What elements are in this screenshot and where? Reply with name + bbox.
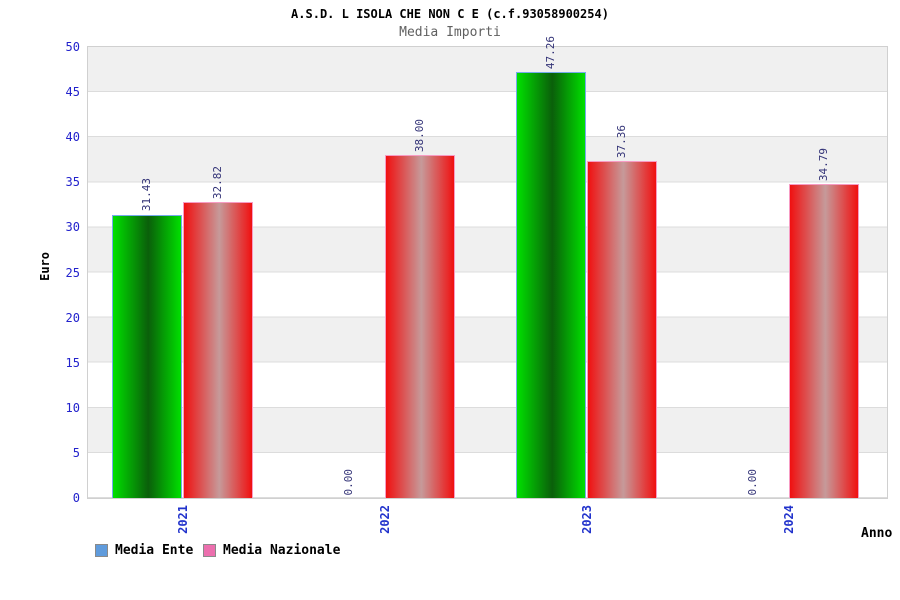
ytick-label-0: 0 bbox=[72, 491, 80, 505]
value-label-media-nazionale-2022: 38.00 bbox=[413, 119, 426, 153]
value-label-media-ente-2023: 47.26 bbox=[544, 35, 557, 69]
bar-media-nazionale-2022 bbox=[385, 155, 455, 498]
ytick-label-25: 25 bbox=[65, 265, 80, 280]
xtick-label-2024: 2024 bbox=[781, 505, 796, 534]
ytick-label-5: 5 bbox=[72, 445, 80, 460]
value-label-media-ente-2021: 31.43 bbox=[140, 178, 153, 212]
value-label-media-nazionale-2021: 32.82 bbox=[211, 165, 224, 199]
xtick-label-2022: 2022 bbox=[377, 505, 392, 534]
plot-area: 31.43 32.82 0.00 38.00 47.26 37.36 0.00 34.79 bbox=[87, 36, 888, 499]
ytick-label-45: 45 bbox=[65, 85, 80, 100]
x-axis-title: Anno bbox=[861, 526, 893, 541]
value-label-media-ente-2024: 0.00 bbox=[746, 468, 759, 496]
legend-swatch-media-nazionale bbox=[203, 544, 216, 557]
chart-title: A.S.D. L ISOLA CHE NON C E (c.f.93058900… bbox=[291, 7, 609, 21]
chart-subtitle: Media Importi bbox=[399, 25, 501, 40]
bar-media-ente-2023 bbox=[516, 71, 586, 498]
bar-media-nazionale-2021 bbox=[183, 201, 253, 498]
bar-media-nazionale-2024 bbox=[789, 184, 859, 498]
value-label-media-ente-2022: 0.00 bbox=[342, 468, 355, 496]
ytick-label-50: 50 bbox=[65, 40, 80, 54]
value-label-media-nazionale-2023: 37.36 bbox=[615, 124, 628, 159]
xtick-label-2023: 2023 bbox=[579, 505, 594, 534]
ytick-label-30: 30 bbox=[65, 220, 80, 235]
bar-media-nazionale-2023 bbox=[587, 161, 657, 498]
ytick-label-20: 20 bbox=[65, 310, 80, 325]
ytick-label-10: 10 bbox=[65, 400, 80, 415]
legend-label-media-nazionale: Media Nazionale bbox=[223, 543, 341, 558]
ytick-label-15: 15 bbox=[65, 355, 80, 370]
bar-media-ente-2021 bbox=[112, 214, 182, 498]
ytick-label-40: 40 bbox=[65, 130, 80, 145]
ytick-label-35: 35 bbox=[65, 175, 80, 190]
legend-swatch-media-ente bbox=[95, 544, 108, 557]
xtick-label-2021: 2021 bbox=[175, 505, 190, 534]
legend-label-media-ente: Media Ente bbox=[115, 543, 194, 558]
value-label-media-nazionale-2024: 34.79 bbox=[817, 148, 830, 182]
